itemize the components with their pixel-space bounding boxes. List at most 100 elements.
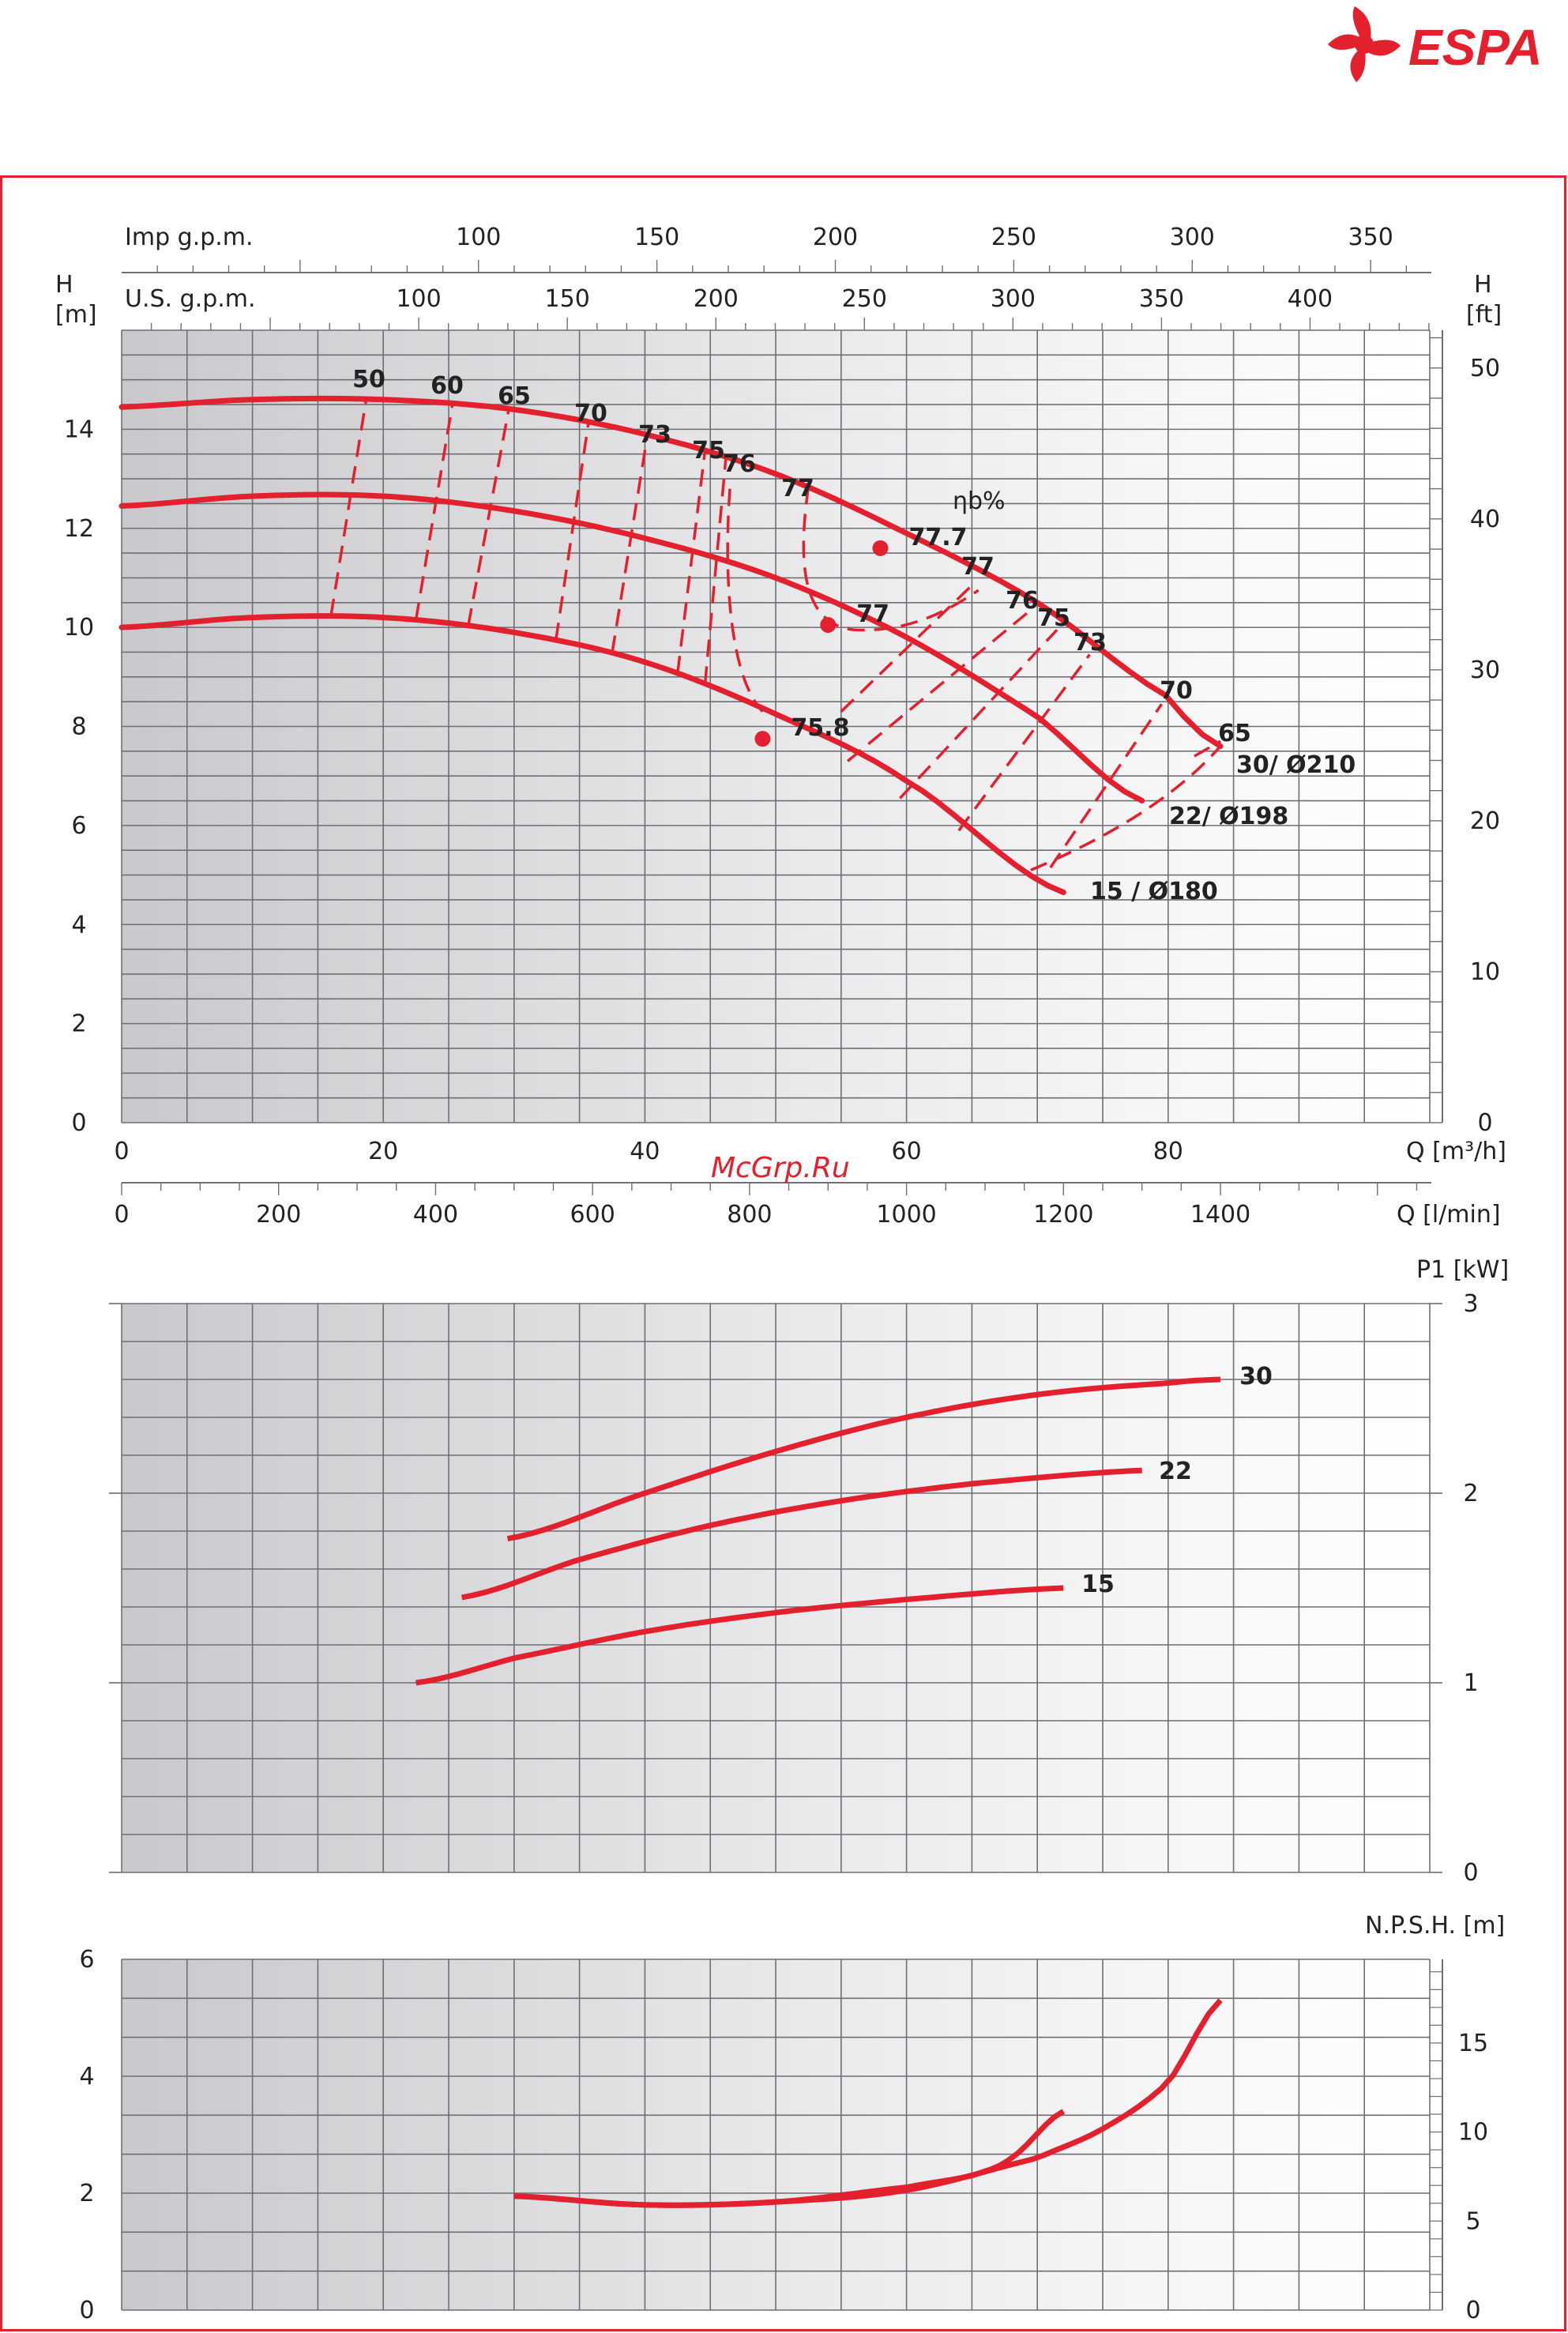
x-tick-label-lmin: 800 (727, 1201, 772, 1229)
power-curves: 30 22 15 (416, 1363, 1273, 1686)
iso-line-60 (414, 403, 454, 620)
iso-label: 77 (781, 475, 814, 502)
power-series-label: 22 (1159, 1458, 1192, 1485)
imp-tick-label: 250 (991, 224, 1036, 251)
imp-tick-label: 100 (456, 224, 501, 251)
bep-label: 77.7 (908, 524, 967, 551)
us-gpm-label: U.S. g.p.m. (125, 285, 256, 313)
iso-label: 76 (1006, 587, 1039, 615)
head-curve-0 (118, 395, 1224, 750)
npsh-tick-label-m: 2 (79, 2180, 94, 2207)
iso-label: 50 (352, 366, 385, 393)
iso-label: 73 (1074, 629, 1107, 657)
iso-line-76 (703, 456, 728, 684)
iso-line-70 (555, 421, 590, 641)
us-tick-label: 200 (694, 285, 739, 313)
iso-line-77-upper (802, 487, 980, 632)
series-label: 22/ Ø198 (1169, 803, 1288, 830)
x-tick-label-lmin: 200 (256, 1201, 301, 1229)
series-label: 15 / Ø180 (1090, 878, 1218, 905)
iso-line-65 (1194, 739, 1221, 758)
efficiency-label: ηb% (953, 487, 1006, 515)
iso-label: 65 (1218, 720, 1251, 747)
x-tick-label-lmin: 400 (413, 1201, 458, 1229)
power-curve-1 (461, 1467, 1142, 1601)
h-m-label-2: [m] (55, 301, 97, 329)
power-series-label: 15 (1081, 1571, 1115, 1598)
bep-marker (820, 616, 837, 633)
npsh-tick-label-ft: 15 (1458, 2030, 1488, 2057)
y-tick-label-ft: 20 (1470, 807, 1500, 835)
x-tick-label-lmin: 1200 (1033, 1201, 1093, 1229)
watermark: McGrp.Ru (711, 1152, 850, 1184)
x-tick-label-lmin: 1000 (876, 1201, 936, 1229)
h-m-label-1: H (55, 271, 73, 299)
imp-tick-label: 150 (634, 224, 679, 251)
us-tick-label: 400 (1288, 285, 1333, 313)
iso-line-73 (957, 653, 1091, 832)
imp-gpm-label: Imp g.p.m. (125, 224, 254, 251)
h-ft-label-2: [ft] (1466, 301, 1502, 329)
iso-line-65 (1030, 745, 1222, 871)
imp-tick-label: 200 (813, 224, 858, 251)
npsh-grid (121, 1959, 1431, 2311)
iso-line-76-loop (726, 488, 764, 713)
npsh-curves (513, 1998, 1223, 2208)
iso-line-65 (467, 408, 510, 626)
y-tick-label-m: 14 (64, 416, 94, 443)
us-tick-label: 150 (545, 285, 590, 313)
npsh-label: N.P.S.H. [m] (1365, 1912, 1505, 1940)
npsh-tick-label-ft: 10 (1458, 2119, 1488, 2147)
npsh-panel: 0 2 4 6 0 5 10 15 N.P.S.H. [m] (79, 1912, 1505, 2324)
npsh-tick-label-m: 4 (79, 2063, 94, 2090)
power-axes: 0 1 2 3 (109, 1290, 1479, 1887)
iso-label: 70 (1160, 677, 1193, 705)
x-tick-label-lmin: 600 (570, 1201, 615, 1229)
iso-label: 76 (723, 450, 756, 478)
iso-label: 77 (961, 553, 995, 581)
head-grid (121, 329, 1431, 1123)
npsh-curve-1 (513, 1998, 1223, 2208)
y-tick-label-m: 12 (64, 515, 94, 543)
bep-marker (754, 731, 771, 747)
iso-line-75 (676, 450, 707, 674)
y-tick-label-m: 2 (71, 1010, 86, 1038)
y-tick-label-m: 6 (71, 812, 86, 840)
power-panel: 0 1 2 3 30 22 15 P1 [kW] (109, 1256, 1509, 1887)
y-tick-label-m: 0 (71, 1109, 86, 1137)
head-curve-1 (118, 491, 1145, 803)
head-curve-2 (118, 613, 1066, 895)
q-lmin-label: Q [l/min] (1397, 1201, 1501, 1229)
x-tick-label-m3h: 60 (892, 1138, 922, 1165)
power-series-label: 30 (1239, 1363, 1273, 1390)
power-curve-0 (506, 1376, 1221, 1542)
p1-label: P1 [kW] (1416, 1256, 1509, 1284)
iso-line-50 (329, 398, 368, 616)
y-tick-label-ft: 40 (1470, 506, 1500, 533)
npsh-tick-label-ft: 5 (1465, 2207, 1480, 2235)
npsh-tick-label-ft: 0 (1465, 2297, 1480, 2324)
x-tick-label-m3h: 0 (114, 1138, 129, 1165)
imp-tick-label: 350 (1348, 224, 1393, 251)
iso-line-75 (899, 629, 1058, 800)
iso-efficiency-lines (329, 398, 1222, 871)
iso-label: 70 (574, 400, 607, 427)
espa-logo: ESPA (1328, 6, 1543, 82)
iso-label: 73 (638, 421, 671, 449)
power-tick-label: 3 (1463, 1290, 1478, 1318)
npsh-axes: 0 2 4 6 0 5 10 15 (79, 1946, 1488, 2324)
y-tick-label-m: 8 (71, 713, 86, 741)
espa-fan-icon (1328, 6, 1401, 82)
iso-line-73 (611, 435, 649, 653)
y-tick-label-ft: 50 (1470, 355, 1500, 382)
npsh-tick-label-m: 0 (79, 2297, 94, 2324)
iso-label: 75 (1037, 604, 1070, 632)
head-curves (118, 395, 1224, 895)
us-tick-label: 300 (991, 285, 1036, 313)
iso-line-77 (840, 584, 973, 713)
us-tick-label: 250 (842, 285, 887, 313)
bep-marker (872, 540, 889, 556)
